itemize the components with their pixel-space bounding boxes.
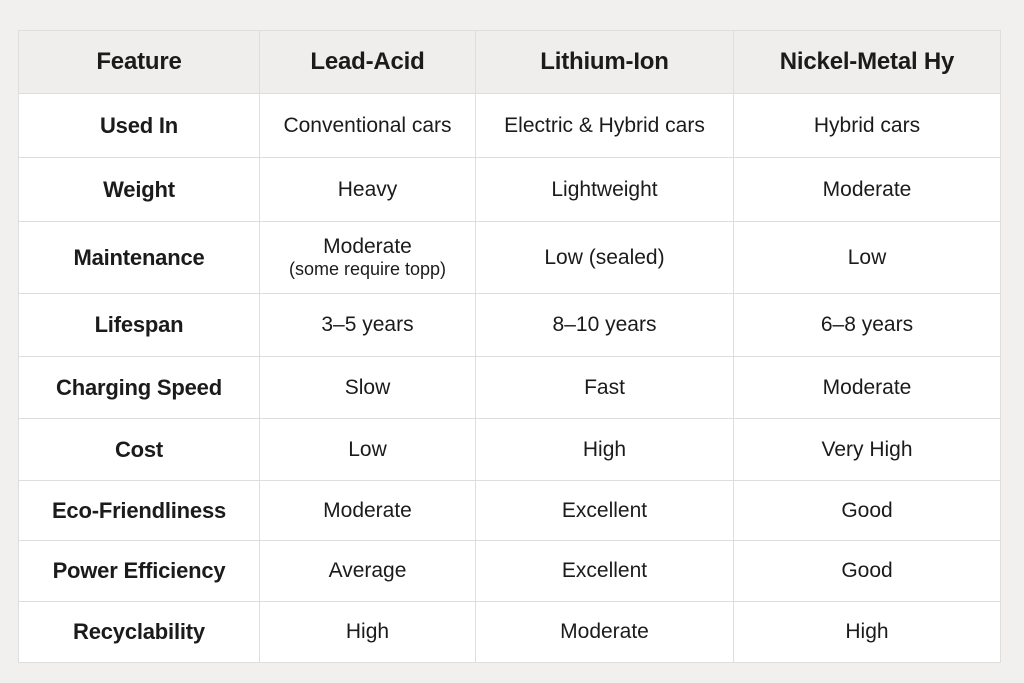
table-row-used-in: Used In Conventional cars Electric & Hyb…: [18, 93, 1001, 158]
feature-cell: Cost: [18, 418, 260, 481]
value-cell: 8–10 years: [475, 293, 734, 357]
feature-cell: Weight: [18, 157, 260, 222]
value-cell: Fast: [475, 356, 734, 419]
table-row-maintenance: Maintenance Moderate (some require topp)…: [18, 221, 1001, 294]
value-cell: Moderate (some require topp): [259, 221, 476, 294]
feature-cell: Maintenance: [18, 221, 260, 294]
value-cell: 3–5 years: [259, 293, 476, 357]
value-cell: Low (sealed): [475, 221, 734, 294]
table-row-lifespan: Lifespan 3–5 years 8–10 years 6–8 years: [18, 293, 1001, 357]
feature-cell: Power Efficiency: [18, 540, 260, 602]
value-cell: Very High: [733, 418, 1001, 481]
battery-comparison-table: Feature Lead-Acid Lithium-Ion Nickel-Met…: [18, 30, 1001, 663]
feature-cell: Lifespan: [18, 293, 260, 357]
battery-comparison-table-wrap: Feature Lead-Acid Lithium-Ion Nickel-Met…: [18, 30, 1001, 663]
feature-cell: Eco-Friendliness: [18, 480, 260, 541]
table-row-recyclability: Recyclability High Moderate High: [18, 601, 1001, 663]
value-cell: High: [733, 601, 1001, 663]
value-cell: Average: [259, 540, 476, 602]
value-cell: Electric & Hybrid cars: [475, 93, 734, 158]
column-header-nickel-metal: Nickel-Metal Hy: [733, 30, 1001, 94]
feature-cell: Recyclability: [18, 601, 260, 663]
value-cell: High: [259, 601, 476, 663]
value-cell: Low: [733, 221, 1001, 294]
feature-cell: Charging Speed: [18, 356, 260, 419]
value-cell: Conventional cars: [259, 93, 476, 158]
value-cell: Lightweight: [475, 157, 734, 222]
value-note: (some require topp): [288, 259, 447, 280]
value-cell: 6–8 years: [733, 293, 1001, 357]
feature-cell: Used In: [18, 93, 260, 158]
table-row-charging-speed: Charging Speed Slow Fast Moderate: [18, 356, 1001, 419]
value-cell: Moderate: [733, 157, 1001, 222]
value-cell: High: [475, 418, 734, 481]
column-header-lead-acid: Lead-Acid: [259, 30, 476, 94]
column-header-lithium-ion: Lithium-Ion: [475, 30, 734, 94]
value-cell: Good: [733, 480, 1001, 541]
header-row: Feature Lead-Acid Lithium-Ion Nickel-Met…: [18, 30, 1001, 94]
column-header-feature: Feature: [18, 30, 260, 94]
value-main: Moderate: [323, 235, 412, 259]
value-cell: Moderate: [259, 480, 476, 541]
table-row-cost: Cost Low High Very High: [18, 418, 1001, 481]
table-row-weight: Weight Heavy Lightweight Moderate: [18, 157, 1001, 222]
value-cell: Moderate: [733, 356, 1001, 419]
value-cell: Heavy: [259, 157, 476, 222]
table-row-eco-friendliness: Eco-Friendliness Moderate Excellent Good: [18, 480, 1001, 541]
value-cell: Slow: [259, 356, 476, 419]
value-cell: Good: [733, 540, 1001, 602]
table-row-power-efficiency: Power Efficiency Average Excellent Good: [18, 540, 1001, 602]
value-cell: Low: [259, 418, 476, 481]
value-cell: Hybrid cars: [733, 93, 1001, 158]
value-cell: Excellent: [475, 480, 734, 541]
value-cell: Moderate: [475, 601, 734, 663]
value-cell: Excellent: [475, 540, 734, 602]
